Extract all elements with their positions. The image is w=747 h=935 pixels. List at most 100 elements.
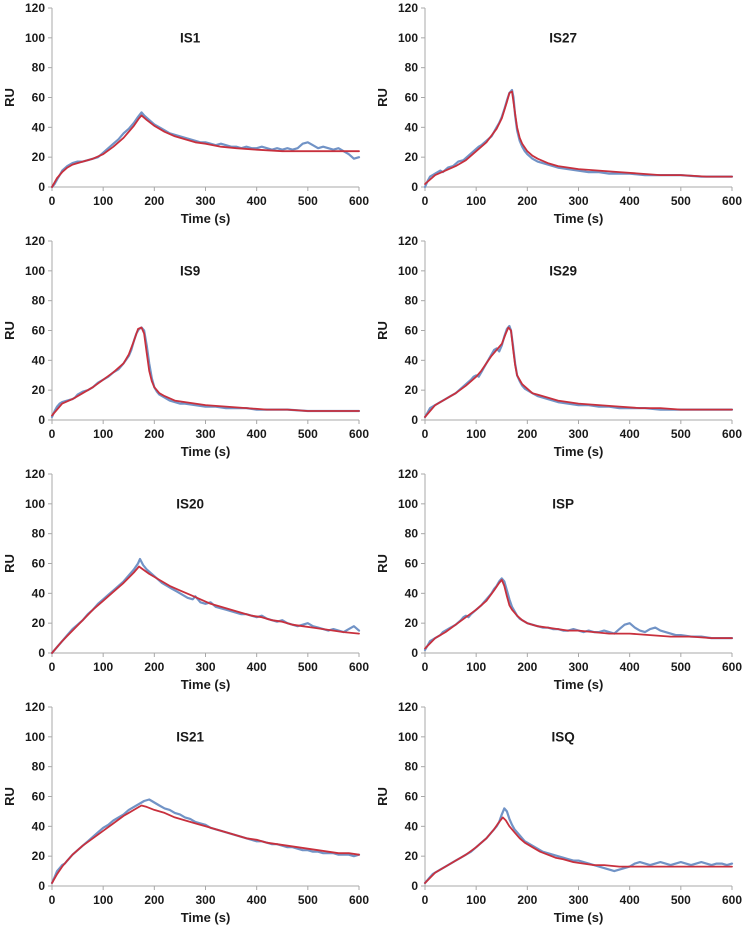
chart-title: IS29 <box>549 263 577 278</box>
chart-svg: 0 20 40 60 80 100 120 0 100 200 300 400 500 600 Time (… <box>375 1 742 226</box>
y-tick-label: 0 <box>411 180 418 194</box>
chart-panel-2: 0 20 40 60 80 100 120 0 100 200 300 400 500 600 Time (… <box>0 233 373 466</box>
chart-svg: 0 20 40 60 80 100 120 0 100 200 300 400 500 600 Time (… <box>375 234 742 459</box>
x-tick-label: 400 <box>620 893 640 907</box>
y-tick-label: 100 <box>398 497 418 511</box>
y-tick-label: 100 <box>25 497 45 511</box>
x-tick-label: 100 <box>466 427 486 441</box>
x-tick-label: 200 <box>144 660 164 674</box>
x-tick-label: 600 <box>722 893 742 907</box>
x-tick-label: 200 <box>144 194 164 208</box>
chart-title: IS20 <box>176 496 204 511</box>
x-tick-label: 300 <box>195 660 215 674</box>
y-tick-label: 20 <box>405 849 419 863</box>
x-tick-label: 300 <box>568 893 588 907</box>
y-axis-title: RU <box>375 554 390 573</box>
y-tick-label: 120 <box>398 700 418 714</box>
chart-title: IS27 <box>549 30 577 45</box>
y-tick-label: 60 <box>405 324 419 338</box>
x-axis-title: Time (s) <box>181 910 231 925</box>
x-tick-label: 400 <box>247 427 267 441</box>
x-tick-label: 500 <box>671 660 691 674</box>
y-tick-label: 60 <box>405 790 419 804</box>
y-tick-label: 0 <box>38 646 45 660</box>
y-axis-title: RU <box>2 787 17 806</box>
x-tick-label: 0 <box>49 427 56 441</box>
y-tick-label: 0 <box>38 879 45 893</box>
x-tick-label: 500 <box>298 893 318 907</box>
y-tick-label: 80 <box>405 527 419 541</box>
x-tick-label: 300 <box>195 427 215 441</box>
y-tick-label: 0 <box>411 413 418 427</box>
y-tick-label: 100 <box>25 730 45 744</box>
y-tick-label: 20 <box>405 150 419 164</box>
y-tick-label: 0 <box>411 646 418 660</box>
chart-title: ISP <box>552 496 574 511</box>
y-tick-label: 40 <box>32 353 46 367</box>
y-axis-title: RU <box>2 321 17 340</box>
x-tick-label: 300 <box>195 194 215 208</box>
fit-curve-line <box>51 114 360 188</box>
y-tick-label: 120 <box>25 467 45 481</box>
y-tick-label: 60 <box>405 557 419 571</box>
x-tick-label: 200 <box>517 427 537 441</box>
x-tick-label: 600 <box>349 660 369 674</box>
x-tick-label: 200 <box>144 893 164 907</box>
y-tick-label: 40 <box>405 120 419 134</box>
chart-title: ISQ <box>552 729 575 744</box>
chart-svg: 0 20 40 60 80 100 120 0 100 200 300 400 500 600 Time (… <box>375 467 742 692</box>
x-tick-label: 0 <box>422 893 429 907</box>
x-tick-label: 300 <box>195 893 215 907</box>
y-tick-label: 0 <box>38 413 45 427</box>
y-axis-title: RU <box>375 787 390 806</box>
y-tick-label: 60 <box>405 91 419 105</box>
x-tick-label: 0 <box>422 194 429 208</box>
x-tick-label: 500 <box>671 194 691 208</box>
y-tick-label: 120 <box>398 234 418 248</box>
y-tick-label: 80 <box>405 294 419 308</box>
chart-panel-0: 0 20 40 60 80 100 120 0 100 200 300 400 500 600 Time (… <box>0 0 373 233</box>
y-tick-label: 100 <box>398 31 418 45</box>
y-tick-label: 40 <box>405 353 419 367</box>
chart-panel-1: 0 20 40 60 80 100 120 0 100 200 300 400 500 600 Time (… <box>373 0 746 233</box>
chart-svg: 0 20 40 60 80 100 120 0 100 200 300 400 500 600 Time (… <box>2 467 369 692</box>
y-tick-label: 20 <box>405 383 419 397</box>
x-tick-label: 500 <box>298 660 318 674</box>
x-axis-title: Time (s) <box>554 444 604 459</box>
chart-panel-4: 0 20 40 60 80 100 120 0 100 200 300 400 500 600 Time (… <box>0 466 373 699</box>
y-tick-label: 20 <box>32 150 46 164</box>
measured-data-line <box>423 807 734 885</box>
x-tick-label: 400 <box>247 194 267 208</box>
chart-panel-7: 0 20 40 60 80 100 120 0 100 200 300 400 500 600 Time (… <box>373 699 746 932</box>
x-tick-label: 400 <box>620 194 640 208</box>
y-tick-label: 60 <box>32 324 46 338</box>
fit-curve-line <box>424 579 733 650</box>
measured-data-line <box>50 111 361 189</box>
measured-data-line <box>50 326 361 419</box>
x-tick-label: 100 <box>93 194 113 208</box>
x-tick-label: 0 <box>422 660 429 674</box>
x-tick-label: 500 <box>298 427 318 441</box>
x-tick-label: 400 <box>247 660 267 674</box>
x-tick-label: 200 <box>517 660 537 674</box>
x-tick-label: 300 <box>568 660 588 674</box>
x-tick-label: 100 <box>93 893 113 907</box>
y-tick-label: 100 <box>398 264 418 278</box>
x-axis-title: Time (s) <box>181 444 231 459</box>
y-tick-label: 80 <box>32 760 46 774</box>
x-axis-title: Time (s) <box>554 211 604 226</box>
y-tick-label: 40 <box>32 819 46 833</box>
y-tick-label: 60 <box>32 557 46 571</box>
x-tick-label: 600 <box>349 893 369 907</box>
x-tick-label: 100 <box>466 893 486 907</box>
chart-svg: 0 20 40 60 80 100 120 0 100 200 300 400 500 600 Time (… <box>2 700 369 925</box>
chart-panel-3: 0 20 40 60 80 100 120 0 100 200 300 400 500 600 Time (… <box>373 233 746 466</box>
x-tick-label: 100 <box>466 194 486 208</box>
x-tick-label: 300 <box>568 427 588 441</box>
chart-svg: 0 20 40 60 80 100 120 0 100 200 300 400 500 600 Time (… <box>2 1 369 226</box>
y-tick-label: 60 <box>32 91 46 105</box>
y-tick-label: 80 <box>32 527 46 541</box>
fit-curve-line <box>51 804 360 884</box>
x-tick-label: 0 <box>49 660 56 674</box>
